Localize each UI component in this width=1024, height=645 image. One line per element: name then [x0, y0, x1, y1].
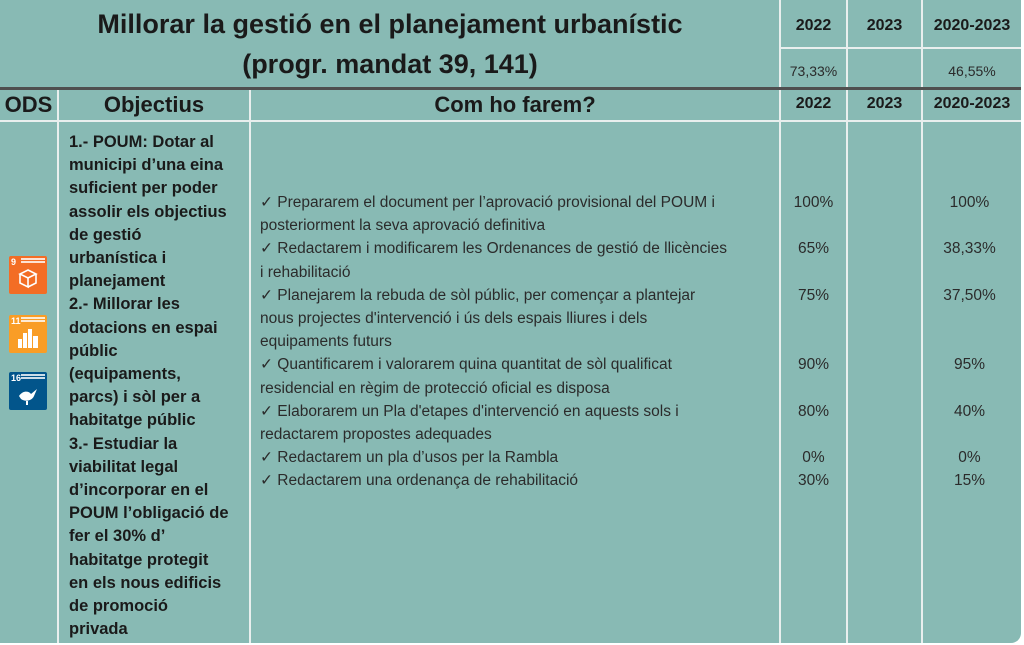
value-cell: 65% [797, 240, 830, 258]
action-line: ✓ Redactarem i modificarem les Ordenance… [260, 240, 728, 258]
action-line: ✓ Elaborarem un Pla d'etapes d'intervenc… [260, 402, 679, 420]
value-spacer [848, 307, 921, 330]
value-cell [848, 237, 921, 260]
value-spacer [848, 214, 921, 237]
title-line-2: (progr. mandat 39, 141) [242, 49, 538, 79]
objective-item: 3.- Estudiar la viabilitat legal d’incor… [69, 434, 229, 639]
value-cell: 80% [797, 402, 830, 420]
value-cell: 75% [797, 286, 830, 304]
value-cell: 90% [797, 356, 830, 374]
value-spacer [848, 330, 921, 353]
value-cell: 0% [802, 449, 825, 467]
value-cell: 100% [793, 194, 834, 211]
column-header-2022: 2022 [795, 95, 832, 112]
action-row: ✓ Prepararem el document per l’aprovació… [260, 191, 772, 237]
value-spacer [781, 377, 846, 400]
value-cell [848, 446, 921, 469]
value-spacer [781, 214, 846, 237]
industry-innovation-icon: 9 [9, 256, 47, 294]
divider [921, 0, 923, 643]
header-divider [0, 87, 1021, 90]
action-line: redactarem propostes adequades [260, 426, 492, 444]
value-spacer [848, 377, 921, 400]
action-row: ✓ Elaborarem un Pla d'etapes d'intervenc… [260, 400, 772, 446]
value-cell [848, 284, 921, 307]
value-cell: 38,33% [943, 240, 996, 258]
action-row: ✓ Quantificarem i valorarem quina quanti… [260, 353, 772, 399]
year-header-2022: 2022 [795, 17, 832, 34]
title-line-1: Millorar la gestió en el planejament urb… [97, 9, 683, 39]
objective-item: 2.- Millorar les dotacions en espai públ… [69, 295, 218, 430]
summary-2023 [848, 56, 921, 86]
divider [846, 0, 848, 643]
action-line: ✓ Redactarem un pla d’usos per la Rambla [260, 449, 559, 467]
value-spacer [781, 307, 846, 330]
ods-number: 11 [11, 316, 21, 326]
action-line: equipaments futurs [260, 333, 392, 351]
value-cell: 100% [949, 194, 990, 211]
value-spacer [848, 423, 921, 446]
value-cell: 37,50% [943, 286, 996, 304]
action-row: ✓ Planejarem la rebuda de sòl públic, pe… [260, 284, 772, 354]
value-cell [848, 353, 921, 376]
action-line: residencial en règim de protecció oficia… [260, 379, 610, 397]
summary-2020-2023: 46,55% [948, 63, 996, 79]
value-cell: 40% [953, 402, 986, 420]
column-header-com-ho-farem: Com ho farem? [434, 92, 596, 117]
ods-number: 9 [11, 257, 17, 267]
value-spacer [781, 423, 846, 446]
column-header-2023: 2023 [866, 95, 903, 112]
divider [57, 90, 59, 643]
divider [0, 120, 1021, 122]
action-line: ✓ Prepararem el document per l’aprovació… [260, 194, 715, 211]
sustainable-cities-icon: 11 [9, 315, 47, 353]
action-line: i rehabilitació [260, 263, 351, 281]
value-cell [848, 191, 921, 214]
ods-number: 16 [11, 373, 22, 383]
column-header-ods: ODS [4, 92, 53, 117]
value-spacer [781, 261, 846, 284]
value-spacer [923, 423, 1016, 446]
summary-2022: 73,33% [789, 63, 838, 79]
value-cell: 30% [797, 472, 830, 490]
page-title: Millorar la gestió en el planejament urb… [0, 4, 780, 84]
action-line: nous projectes d'intervenció i ús dels e… [260, 310, 648, 328]
value-spacer [923, 307, 1016, 330]
values-2020-2023: 100% 38,33% 37,50% 95% 40% 0% 15% [923, 191, 1016, 492]
value-spacer [923, 377, 1016, 400]
action-line: ✓ Quantificarem i valorarem quina quanti… [260, 356, 672, 374]
value-spacer [781, 330, 846, 353]
objectives-text: 1.- POUM: Dotar al municipi d’una eina s… [69, 131, 247, 641]
column-header-2020-2023: 2020-2023 [933, 95, 1011, 112]
value-spacer [848, 261, 921, 284]
action-line: ✓ Redactarem una ordenança de rehabilita… [260, 472, 579, 490]
action-row: ✓ Redactarem i modificarem les Ordenance… [260, 237, 772, 283]
year-header-2020-2023: 2020-2023 [933, 17, 1011, 34]
divider [780, 47, 1021, 49]
value-cell [848, 400, 921, 423]
column-header-objectius: Objectius [103, 92, 205, 117]
value-cell: 0% [958, 449, 981, 467]
values-2022: 100% 65% 75% 90% 80% 0% 30% [781, 191, 846, 492]
value-cell [848, 469, 921, 492]
peace-justice-icon: 16 [9, 372, 47, 410]
action-row: ✓ Redactarem una ordenança de rehabilita… [260, 469, 772, 492]
year-header-2023: 2023 [866, 17, 903, 34]
action-row: ✓ Redactarem un pla d’usos per la Rambla [260, 446, 772, 469]
value-cell: 15% [953, 472, 986, 490]
action-line: posteriorment la seva aprovació definiti… [260, 217, 546, 235]
value-cell: 95% [953, 356, 986, 374]
value-spacer [923, 261, 1016, 284]
values-2023 [848, 191, 921, 492]
value-spacer [923, 214, 1016, 237]
action-line: ✓ Planejarem la rebuda de sòl públic, pe… [260, 286, 696, 304]
objective-item: 1.- POUM: Dotar al municipi d’una eina s… [69, 133, 227, 291]
divider [249, 90, 251, 643]
value-spacer [923, 330, 1016, 353]
divider [779, 0, 781, 643]
actions-list: ✓ Prepararem el document per l’aprovació… [260, 191, 772, 493]
